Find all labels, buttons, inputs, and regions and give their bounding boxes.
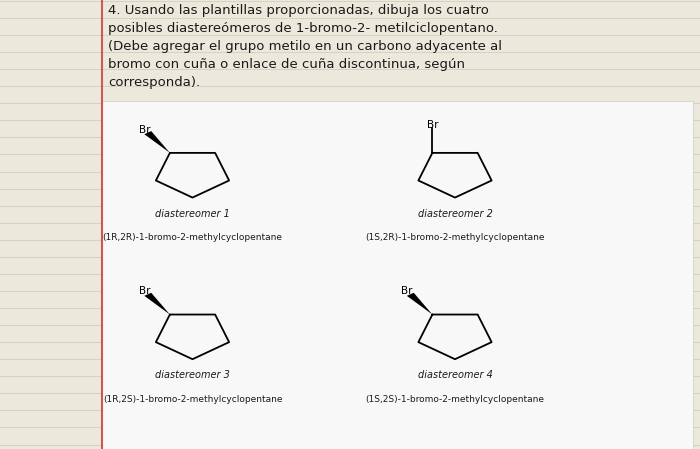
Text: diastereomer 4: diastereomer 4 xyxy=(418,370,492,380)
Text: (1R,2R)-1-bromo-2-methylcyclopentane: (1R,2R)-1-bromo-2-methylcyclopentane xyxy=(102,233,283,242)
Polygon shape xyxy=(144,131,170,153)
Text: diastereomer 3: diastereomer 3 xyxy=(155,370,230,380)
Text: (1R,2S)-1-bromo-2-methylcyclopentane: (1R,2S)-1-bromo-2-methylcyclopentane xyxy=(103,395,282,404)
Text: (1S,2R)-1-bromo-2-methylcyclopentane: (1S,2R)-1-bromo-2-methylcyclopentane xyxy=(365,233,545,242)
Text: diastereomer 2: diastereomer 2 xyxy=(418,209,492,219)
Polygon shape xyxy=(407,293,433,315)
FancyBboxPatch shape xyxy=(102,101,693,449)
Text: Br: Br xyxy=(401,286,413,296)
Polygon shape xyxy=(144,293,170,315)
Text: 4. Usando las plantillas proporcionadas, dibuja los cuatro
posibles diastereómer: 4. Usando las plantillas proporcionadas,… xyxy=(108,4,503,89)
Text: (1S,2S)-1-bromo-2-methylcyclopentane: (1S,2S)-1-bromo-2-methylcyclopentane xyxy=(365,395,545,404)
Text: Br: Br xyxy=(139,125,150,135)
Text: Br: Br xyxy=(139,286,150,296)
Text: diastereomer 1: diastereomer 1 xyxy=(155,209,230,219)
Text: Br: Br xyxy=(426,119,438,130)
